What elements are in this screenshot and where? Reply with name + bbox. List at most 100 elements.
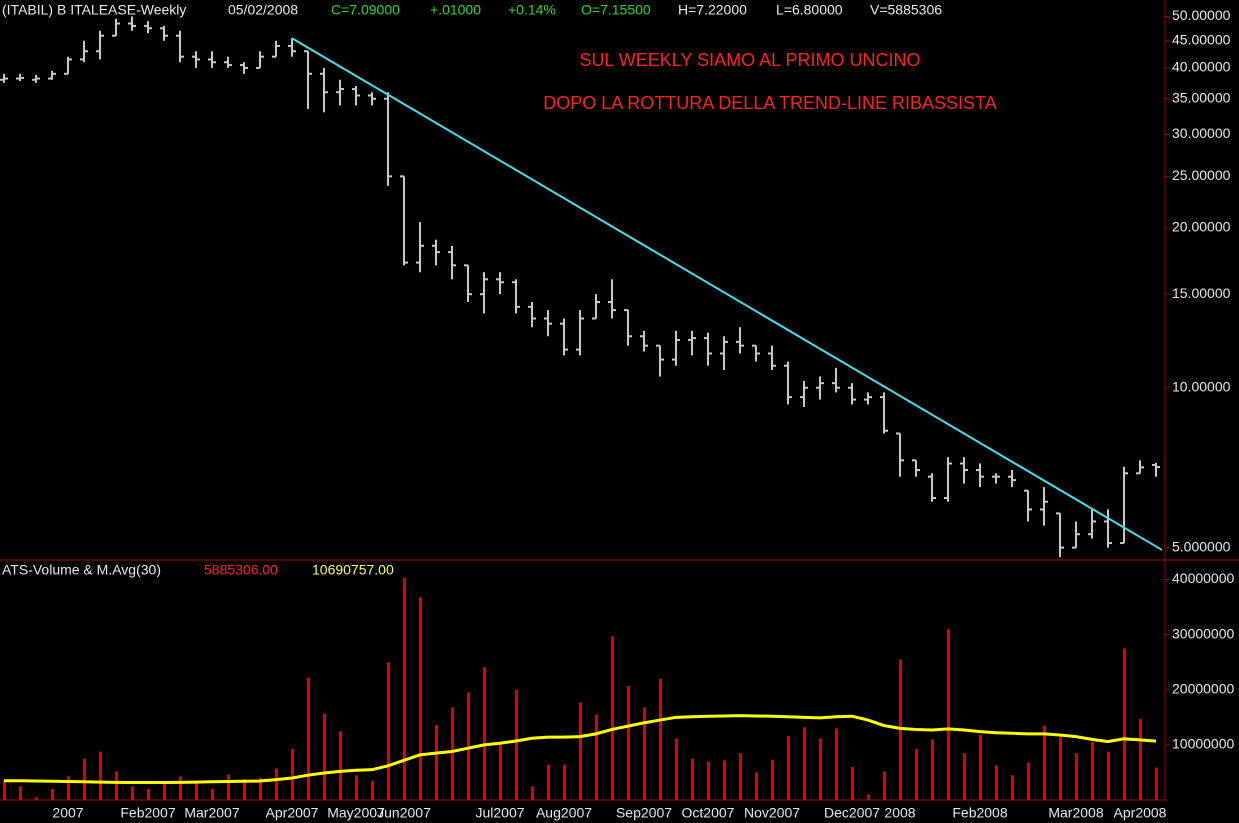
low: L=6.80000 [776, 2, 843, 18]
volume-bar [1139, 718, 1142, 800]
volume-bar [723, 760, 726, 800]
volume-bar [931, 739, 934, 800]
volume-bar [819, 738, 822, 800]
volume-bar [419, 597, 422, 800]
y-tick-label: 40000000 [1172, 570, 1235, 586]
x-tick-label: 2007 [52, 805, 83, 821]
volume-bar [243, 779, 246, 800]
volume-bar [515, 689, 518, 800]
volume-bar [627, 685, 630, 800]
x-tick-label: Aug2007 [536, 805, 592, 821]
volume-bar [19, 786, 22, 800]
volume-bar [915, 748, 918, 800]
x-tick-label: Feb2007 [120, 805, 175, 821]
y-tick-label: 10000000 [1172, 736, 1235, 752]
volume-bar [115, 771, 118, 800]
volume-bar [947, 629, 950, 800]
volume-bar [35, 797, 38, 800]
volume-bar [275, 768, 278, 800]
symbol: (ITABIL) B ITALEASE-Weekly [2, 2, 186, 18]
y-tick-label: 40.00000 [1172, 59, 1231, 75]
legend-value: 5885306.00 [204, 562, 278, 578]
volume-bar [659, 678, 662, 800]
volume-bar [195, 783, 198, 800]
x-tick-label: Oct2007 [682, 805, 735, 821]
y-tick-label: 5.000000 [1172, 538, 1231, 554]
volume-bar [387, 662, 390, 800]
volume-bar [3, 781, 6, 800]
high: H=7.22000 [678, 2, 747, 18]
x-tick-label: Jun2007 [377, 805, 431, 821]
volume-bar [755, 772, 758, 800]
volume-bar [707, 761, 710, 800]
volume-bar [1059, 736, 1062, 800]
y-tick-label: 30.00000 [1172, 125, 1231, 141]
volume-bar [179, 776, 182, 800]
volume-bar [467, 692, 470, 800]
x-tick-label: Mar2007 [184, 805, 239, 821]
volume-bar [227, 774, 230, 800]
volume-bar [867, 794, 870, 800]
volume-bar [307, 677, 310, 800]
volume-bar [163, 783, 166, 800]
volume-bar [483, 667, 486, 800]
y-tick-label: 50.00000 [1172, 7, 1231, 23]
volume-bar [595, 714, 598, 800]
y-tick-label: 20000000 [1172, 680, 1235, 696]
x-tick-label: Apr2008 [1114, 805, 1167, 821]
x-tick-label: Apr2007 [266, 805, 319, 821]
volume-bar [451, 707, 454, 800]
x-tick-label: Feb2008 [952, 805, 1007, 821]
x-tick-label: Jul2007 [475, 805, 524, 821]
y-tick-label: 15.00000 [1172, 285, 1231, 301]
volume-bar [835, 728, 838, 800]
volume-bar [291, 748, 294, 800]
date: 05/02/2008 [228, 2, 298, 18]
y-tick-label: 10.00000 [1172, 378, 1231, 394]
volume-bar [547, 764, 550, 800]
x-tick-label: Dec2007 [824, 805, 880, 821]
volume-bar [851, 766, 854, 800]
x-tick-label: Nov2007 [744, 805, 800, 821]
y-tick-label: 25.00000 [1172, 167, 1231, 183]
volume-bar [99, 751, 102, 800]
x-tick-label: Sep2007 [616, 805, 672, 821]
volume-bar [323, 713, 326, 800]
volume-bar [979, 734, 982, 800]
volume-bar [1155, 767, 1158, 800]
trendline [291, 37, 1163, 551]
volume-bar [675, 738, 678, 800]
volume-bar [1043, 725, 1046, 800]
volume-bar [579, 702, 582, 800]
open: O=7.15500 [581, 2, 651, 18]
volume-bar [1075, 753, 1078, 800]
volume-bar [691, 758, 694, 800]
volume-title: ATS-Volume & M.Avg(30) [2, 562, 161, 578]
y-tick-label: 30000000 [1172, 625, 1235, 641]
volume-bar [963, 753, 966, 800]
change: +.01000 [430, 2, 481, 18]
volume-bar [339, 731, 342, 800]
volume-bar [771, 759, 774, 800]
volume-bar [211, 788, 214, 800]
x-tick-label: 2008 [884, 805, 915, 821]
annotation: SUL WEEKLY SIAMO AL PRIMO UNCINO [579, 50, 920, 70]
legend-value: 10690757.00 [312, 562, 394, 578]
volume-bar [1027, 762, 1030, 800]
annotation: DOPO LA ROTTURA DELLA TREND-LINE RIBASSI… [543, 93, 996, 113]
volume-bar [371, 780, 374, 800]
volume-bar [1011, 775, 1014, 800]
volume-bar [1123, 648, 1126, 800]
change-pct: +0.14% [508, 2, 556, 18]
volume-bar [739, 753, 742, 800]
volume-bar [147, 788, 150, 800]
y-tick-label: 45.00000 [1172, 31, 1231, 47]
volume-bar [259, 777, 262, 800]
volume-bar [787, 736, 790, 800]
volume-bar [611, 636, 614, 800]
volume-bar [643, 707, 646, 800]
x-tick-label: May2007 [327, 805, 385, 821]
y-tick-label: 35.00000 [1172, 89, 1231, 105]
